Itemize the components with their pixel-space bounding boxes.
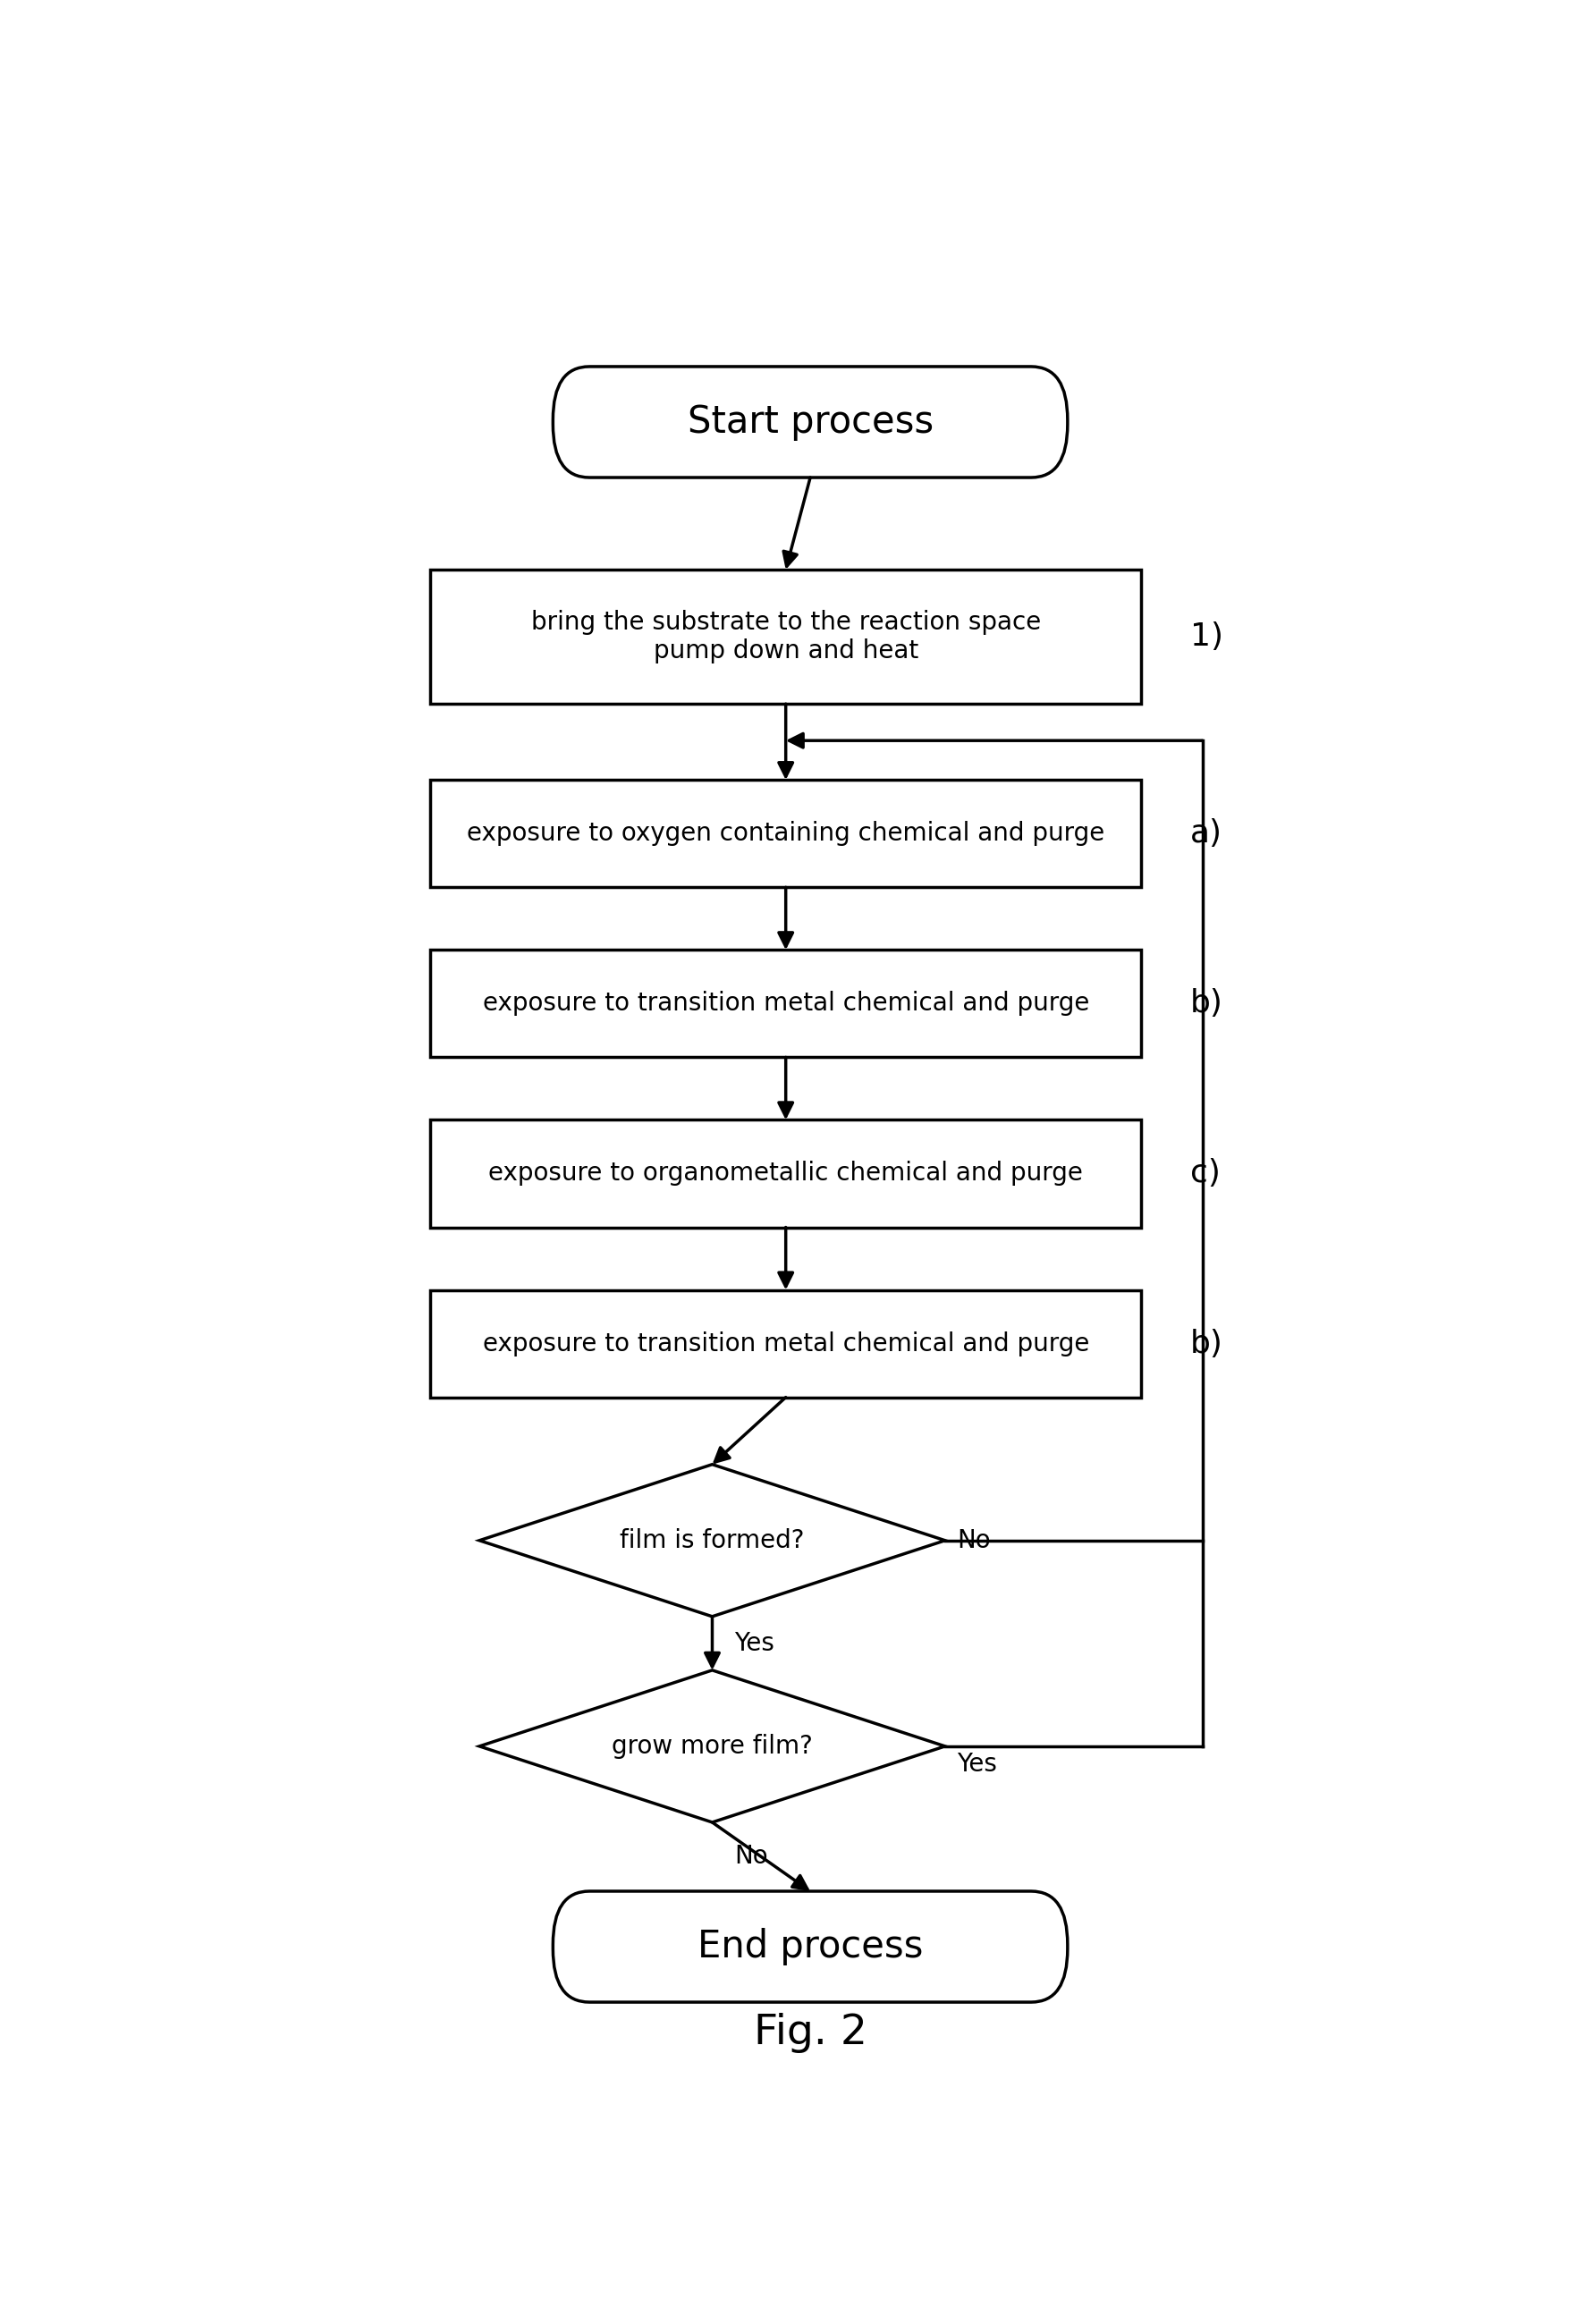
Text: 1): 1): [1190, 621, 1224, 653]
Text: film is formed?: film is formed?: [620, 1527, 805, 1552]
FancyBboxPatch shape: [553, 367, 1067, 476]
Polygon shape: [479, 1671, 945, 1822]
Text: exposure to oxygen containing chemical and purge: exposure to oxygen containing chemical a…: [466, 820, 1105, 846]
Polygon shape: [479, 1464, 945, 1618]
Text: No: No: [734, 1845, 768, 1868]
Text: Yes: Yes: [958, 1752, 998, 1776]
Text: bring the substrate to the reaction space
pump down and heat: bring the substrate to the reaction spac…: [531, 609, 1040, 665]
Text: No: No: [958, 1527, 991, 1552]
Text: a): a): [1190, 818, 1222, 848]
FancyBboxPatch shape: [553, 1892, 1067, 2003]
Bar: [430, 781, 1141, 888]
Bar: [430, 1120, 1141, 1227]
Text: exposure to organometallic chemical and purge: exposure to organometallic chemical and …: [489, 1162, 1083, 1185]
Text: exposure to transition metal chemical and purge: exposure to transition metal chemical an…: [482, 990, 1089, 1016]
Text: Start process: Start process: [688, 404, 933, 442]
Text: b): b): [1190, 988, 1224, 1018]
Bar: [430, 951, 1141, 1057]
Text: grow more film?: grow more film?: [612, 1734, 813, 1759]
Text: Yes: Yes: [734, 1631, 775, 1657]
Text: b): b): [1190, 1329, 1224, 1360]
Bar: [430, 569, 1141, 704]
Text: Fig. 2: Fig. 2: [754, 2013, 866, 2052]
Text: c): c): [1190, 1157, 1221, 1190]
Text: exposure to transition metal chemical and purge: exposure to transition metal chemical an…: [482, 1332, 1089, 1357]
Bar: [430, 1290, 1141, 1397]
Text: End process: End process: [697, 1929, 923, 1966]
